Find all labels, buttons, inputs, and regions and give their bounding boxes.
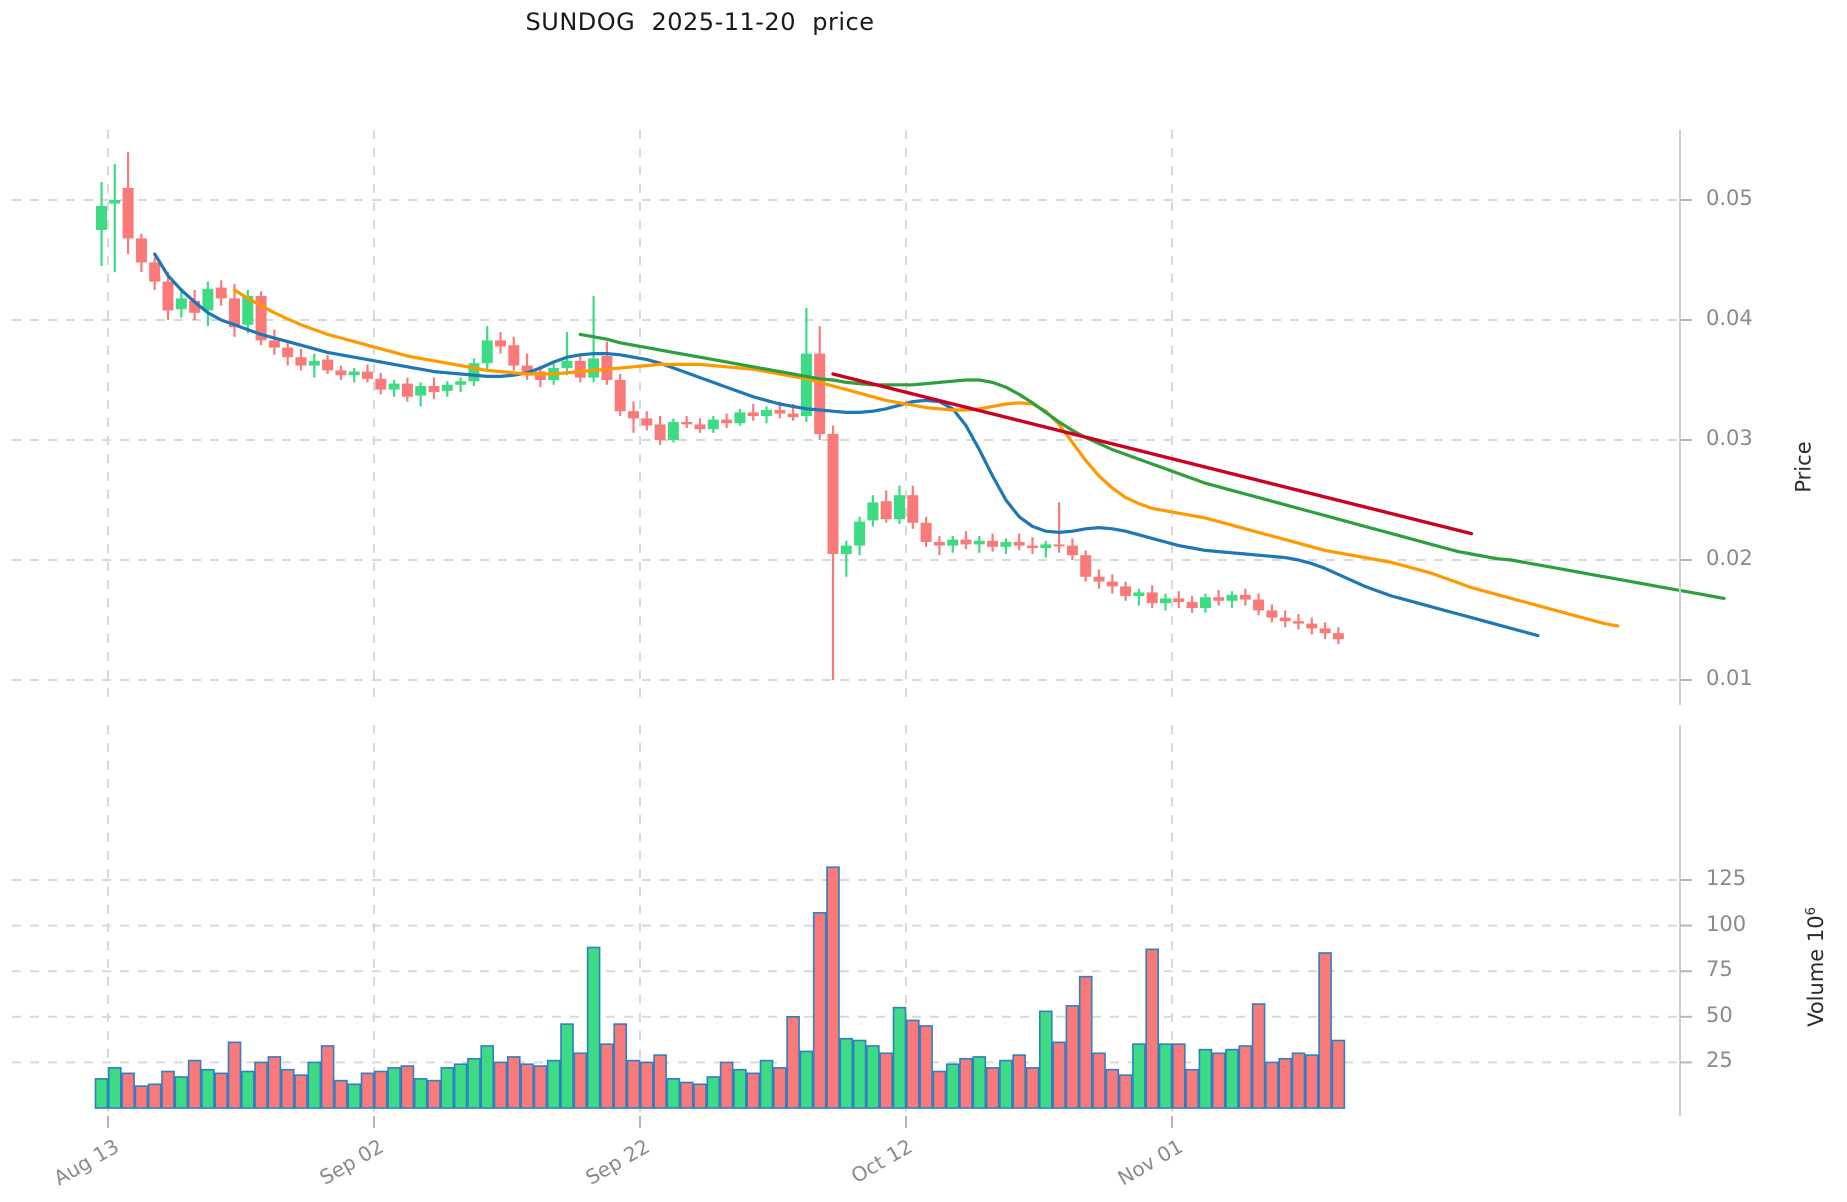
candlestick-series xyxy=(96,152,1344,680)
volume-axis-title-main: Volume 10 xyxy=(1803,915,1828,1027)
volume-tick-label: 50 xyxy=(1706,1002,1733,1027)
volume-axis-title-exponent: 6 xyxy=(1803,907,1819,916)
price-tick-label: 0.01 xyxy=(1706,666,1753,690)
grid-lines xyxy=(12,130,1680,1116)
trendlines xyxy=(831,372,1474,536)
axis-lines xyxy=(107,130,1692,1128)
volume-tick-label: 125 xyxy=(1706,866,1747,890)
volume-tick-label: 100 xyxy=(1706,911,1747,936)
price-tick-label: 0.02 xyxy=(1706,546,1753,570)
volume-bars xyxy=(94,866,1346,1109)
page-title: SUNDOG 2025-11-20 price xyxy=(525,8,875,36)
moving-average-lines xyxy=(153,252,1726,638)
price-tick-label: 0.03 xyxy=(1706,426,1753,450)
volume-axis-title: Volume 106 xyxy=(1804,907,1828,1027)
price-axis-title: Price xyxy=(1791,441,1816,493)
volume-tick-label: 75 xyxy=(1706,957,1733,982)
price-tick-label: 0.04 xyxy=(1706,306,1753,330)
volume-tick-label: 25 xyxy=(1706,1048,1733,1073)
price-tick-label: 0.05 xyxy=(1706,186,1753,210)
